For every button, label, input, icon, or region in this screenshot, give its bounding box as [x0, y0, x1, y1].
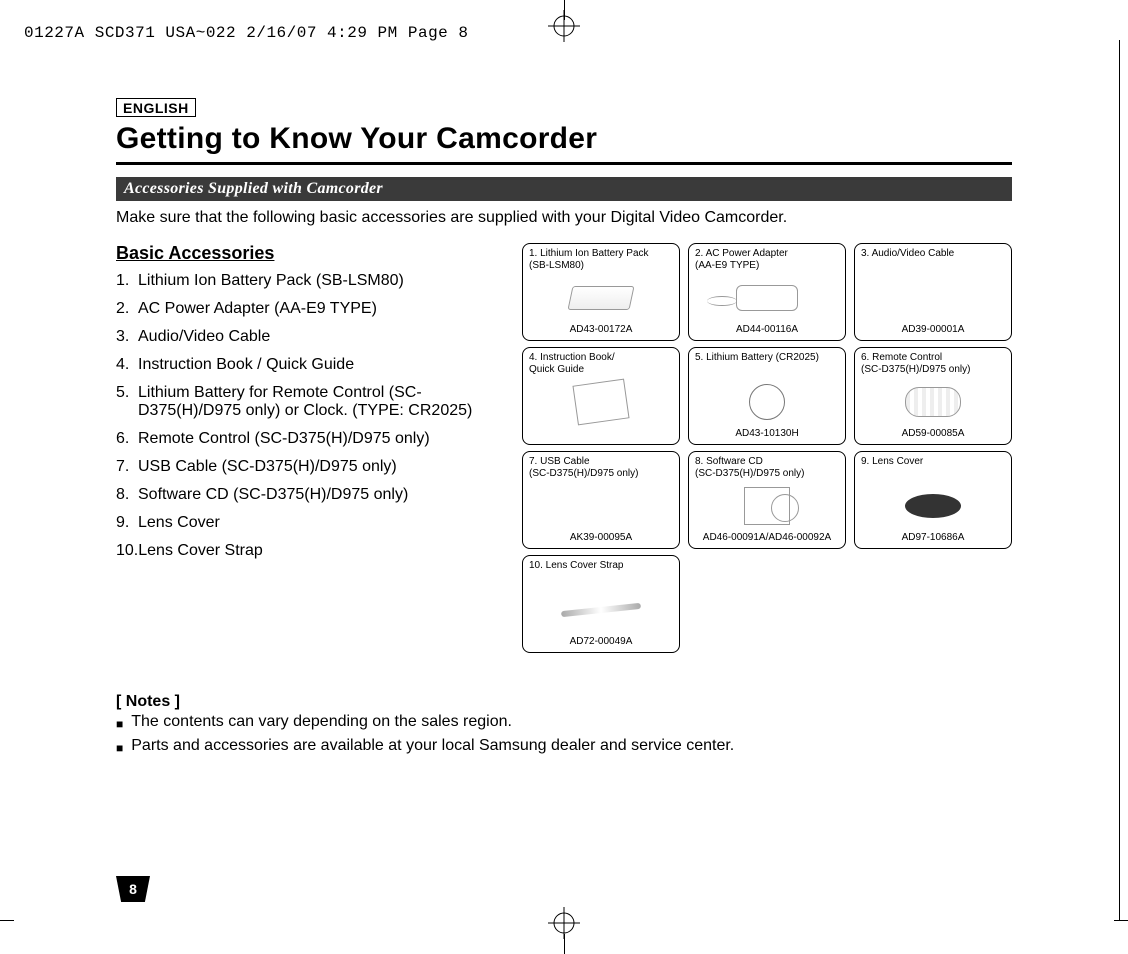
list-item: 6.Remote Control (SC-D375(H)/D975 only): [116, 430, 506, 448]
card-title: 9. Lens Cover: [861, 456, 1005, 468]
card-part-number: AD59-00085A: [855, 428, 1011, 440]
accessory-card: 5. Lithium Battery (CR2025) AD43-10130H: [688, 347, 846, 445]
list-item: 10.Lens Cover Strap: [116, 542, 506, 560]
crop-mark: [0, 920, 14, 921]
accessory-card: 6. Remote Control (SC-D375(H)/D975 only)…: [854, 347, 1012, 445]
accessory-list: 1.Lithium Ion Battery Pack (SB-LSM80) 2.…: [116, 272, 506, 560]
list-item: 4.Instruction Book / Quick Guide: [116, 356, 506, 374]
card-title: 2. AC Power Adapter (AA-E9 TYPE): [695, 248, 839, 272]
card-title: 7. USB Cable (SC-D375(H)/D975 only): [529, 456, 673, 480]
list-item: 8.Software CD (SC-D375(H)/D975 only): [116, 486, 506, 504]
list-item: 7.USB Cable (SC-D375(H)/D975 only): [116, 458, 506, 476]
card-title: 8. Software CD (SC-D375(H)/D975 only): [695, 456, 839, 480]
crop-header-text: 01227A SCD371 USA~022 2/16/07 4:29 PM Pa…: [24, 24, 468, 42]
accessory-card: 8. Software CD (SC-D375(H)/D975 only) AD4…: [688, 451, 846, 549]
notes-title: [ Notes ]: [116, 693, 1012, 711]
card-title: 6. Remote Control (SC-D375(H)/D975 only): [861, 352, 1005, 376]
note-item: ■The contents can vary depending on the …: [116, 713, 1012, 735]
accessory-card: 2. AC Power Adapter (AA-E9 TYPE) AD44-001…: [688, 243, 846, 341]
card-illustration-icon: [689, 378, 845, 426]
card-part-number: AD39-00001A: [855, 324, 1011, 336]
registration-mark-icon: [548, 10, 580, 47]
card-part-number: AD97-10686A: [855, 532, 1011, 544]
card-part-number: AD43-00172A: [523, 324, 679, 336]
accessory-card: 1. Lithium Ion Battery Pack (SB-LSM80) AD…: [522, 243, 680, 341]
card-title: 10. Lens Cover Strap: [529, 560, 673, 572]
accessory-card: 9. Lens Cover AD97-10686A: [854, 451, 1012, 549]
card-part-number: AD43-10130H: [689, 428, 845, 440]
section-subhead: Accessories Supplied with Camcorder: [116, 177, 1012, 201]
card-illustration-icon: [855, 378, 1011, 426]
intro-text: Make sure that the following basic acces…: [116, 209, 1012, 227]
list-item: 3.Audio/Video Cable: [116, 328, 506, 346]
list-item: 2.AC Power Adapter (AA-E9 TYPE): [116, 300, 506, 318]
list-item: 9.Lens Cover: [116, 514, 506, 532]
card-title: 1. Lithium Ion Battery Pack (SB-LSM80): [529, 248, 673, 272]
accessory-card: 3. Audio/Video Cable AD39-00001A: [854, 243, 1012, 341]
crop-mark: [1114, 920, 1128, 921]
card-title: 5. Lithium Battery (CR2025): [695, 352, 839, 364]
page-edge-line: [1119, 40, 1120, 920]
card-part-number: AD44-00116A: [689, 324, 845, 336]
accessory-card: 7. USB Cable (SC-D375(H)/D975 only) AK39-…: [522, 451, 680, 549]
card-illustration-icon: [523, 378, 679, 426]
language-badge: ENGLISH: [116, 98, 196, 117]
accessory-card: 4. Instruction Book/ Quick Guide: [522, 347, 680, 445]
page-content: ENGLISH Getting to Know Your Camcorder A…: [116, 98, 1012, 858]
card-illustration-icon: [523, 586, 679, 634]
notes-section: [ Notes ] ■The contents can vary dependi…: [116, 693, 1012, 759]
accessory-list-column: Basic Accessories 1.Lithium Ion Battery …: [116, 243, 522, 653]
card-part-number: AD72-00049A: [523, 636, 679, 648]
bullet-icon: ■: [116, 737, 123, 759]
card-title: 3. Audio/Video Cable: [861, 248, 1005, 260]
card-part-number: AD46-00091A/AD46-00092A: [689, 532, 845, 544]
accessory-card: 10. Lens Cover Strap AD72-00049A: [522, 555, 680, 653]
page-number-badge: 8: [116, 876, 150, 902]
bullet-icon: ■: [116, 713, 123, 735]
list-item: 5.Lithium Battery for Remote Control (SC…: [116, 384, 506, 420]
card-illustration-icon: [523, 482, 679, 530]
list-item: 1.Lithium Ion Battery Pack (SB-LSM80): [116, 272, 506, 290]
card-illustration-icon: [689, 482, 845, 530]
page-title: Getting to Know Your Camcorder: [116, 122, 1012, 156]
list-title: Basic Accessories: [116, 243, 506, 264]
card-title: 4. Instruction Book/ Quick Guide: [529, 352, 673, 376]
card-illustration-icon: [689, 274, 845, 322]
card-illustration-icon: [523, 274, 679, 322]
registration-mark-icon: [548, 907, 580, 944]
note-item: ■Parts and accessories are available at …: [116, 737, 1012, 759]
card-illustration-icon: [855, 482, 1011, 530]
card-part-number: AK39-00095A: [523, 532, 679, 544]
card-illustration-icon: [855, 274, 1011, 322]
title-rule: [116, 162, 1012, 165]
accessory-card-grid: 1. Lithium Ion Battery Pack (SB-LSM80) AD…: [522, 243, 1012, 653]
